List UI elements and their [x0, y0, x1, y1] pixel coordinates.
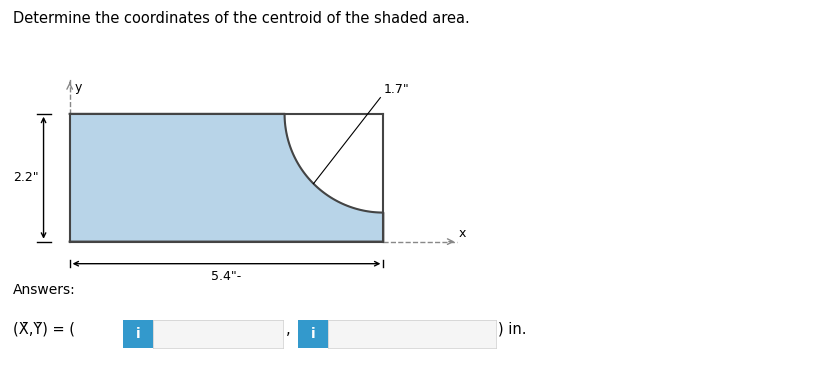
- Text: ,: ,: [286, 322, 291, 337]
- Text: (X̄,Ȳ) = (: (X̄,Ȳ) = (: [13, 322, 75, 337]
- Text: 5.4"-: 5.4"-: [212, 269, 242, 282]
- Text: 1.7": 1.7": [383, 83, 409, 96]
- Text: Determine the coordinates of the centroid of the shaded area.: Determine the coordinates of the centroi…: [13, 11, 470, 26]
- Text: y: y: [74, 80, 81, 93]
- Text: ) in.: ) in.: [498, 322, 527, 337]
- Text: Answers:: Answers:: [13, 283, 76, 297]
- Text: x: x: [459, 227, 466, 240]
- Text: i: i: [311, 327, 315, 341]
- Text: i: i: [136, 327, 140, 341]
- Polygon shape: [70, 114, 383, 242]
- Text: 2.2": 2.2": [13, 171, 39, 184]
